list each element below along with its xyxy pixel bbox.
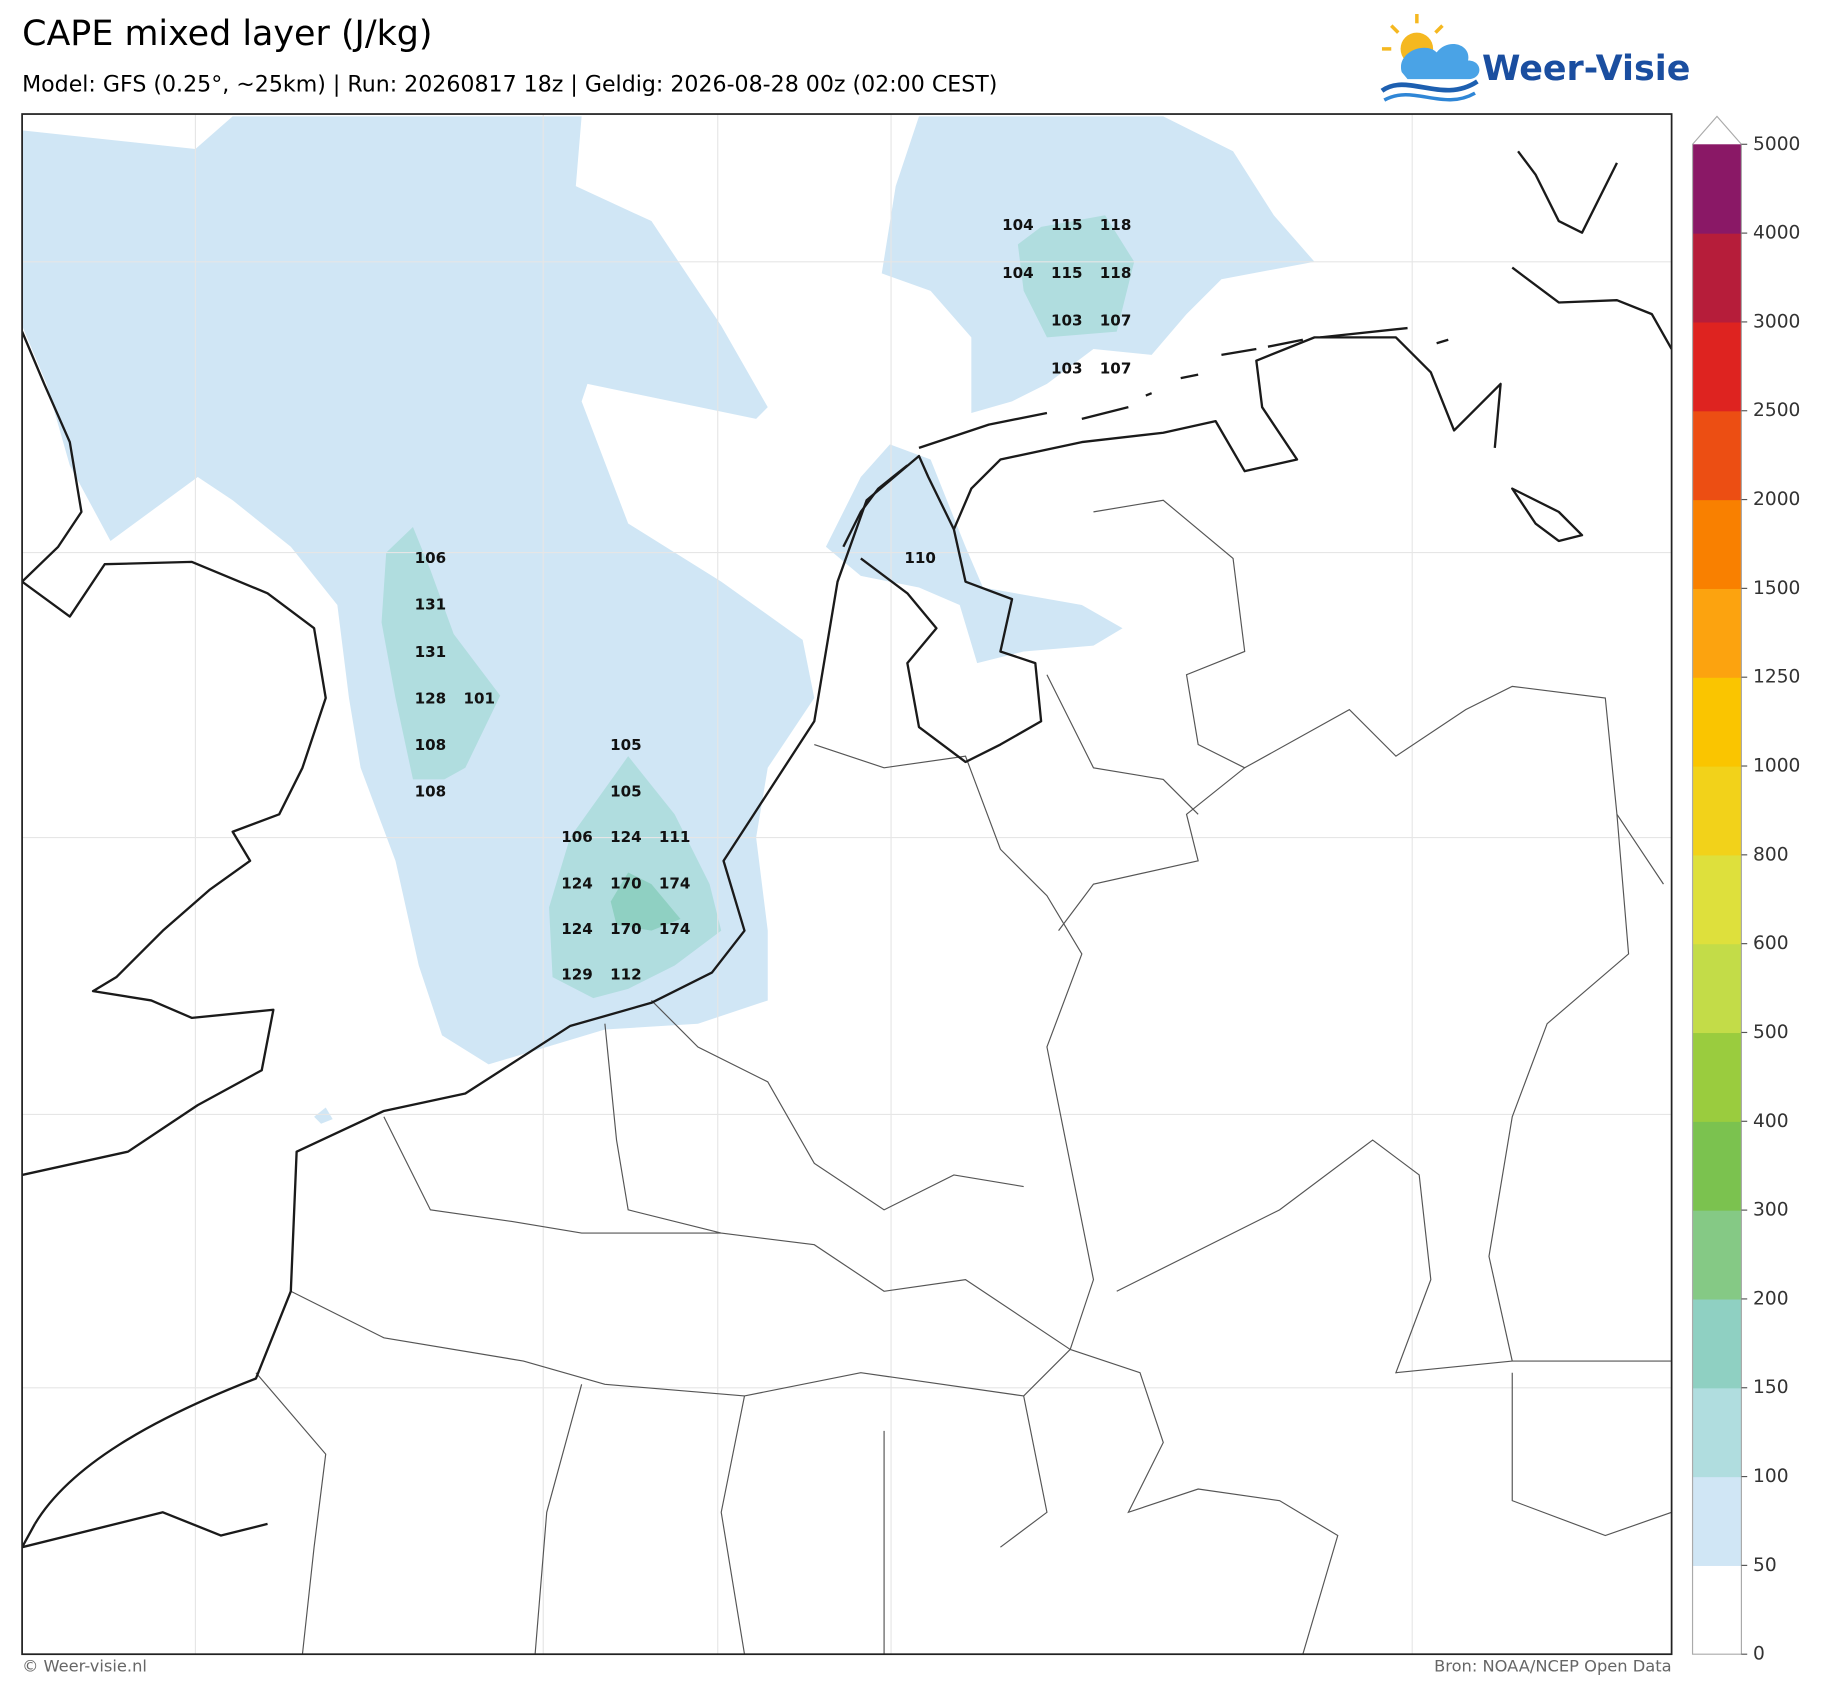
colorbar-label: 200	[1753, 1288, 1789, 1309]
value-label: 105	[610, 783, 642, 801]
colorbar: 0 50 100 150 200 300 400 500 600 800 1000 1250 1500 2…	[1691, 115, 1800, 1665]
colorbar-frame	[1691, 115, 1742, 1655]
value-label: 115	[1051, 216, 1083, 234]
colorbar-label: 600	[1753, 933, 1789, 954]
footer-right: Bron: NOAA/NCEP Open Data	[1434, 1657, 1672, 1676]
value-label: 124	[561, 875, 593, 893]
value-label: 118	[1100, 216, 1132, 234]
value-label: 131	[415, 643, 447, 661]
cape-area	[381, 527, 501, 780]
value-label: 124	[561, 920, 593, 938]
colorbar-label: 2500	[1753, 400, 1800, 421]
colorbar-segment	[1692, 321, 1742, 412]
colorbar-segment	[1692, 1298, 1742, 1389]
value-label: 105	[610, 736, 642, 754]
value-label: 129	[561, 965, 593, 983]
colorbar-label: 100	[1753, 1466, 1789, 1487]
value-label: 104	[1002, 216, 1034, 234]
value-label: 112	[610, 965, 642, 983]
value-label: 107	[1100, 359, 1132, 377]
value-label: 174	[659, 875, 691, 893]
subtitle: Model: GFS (0.25°, ~25km) | Run: 2026081…	[22, 71, 997, 97]
value-label: 128	[415, 690, 447, 708]
value-label: 108	[415, 783, 447, 801]
value-label: 110	[904, 549, 936, 567]
colorbar-segment	[1692, 588, 1742, 678]
grid	[22, 114, 1672, 1655]
colorbar-label: 50	[1753, 1555, 1777, 1576]
colorbar-segment	[1692, 1476, 1742, 1566]
value-label: 131	[415, 595, 447, 613]
logo: Weer-Visie	[1380, 13, 1690, 102]
value-label: 170	[610, 920, 642, 938]
colorbar-label: 400	[1753, 1111, 1789, 1132]
value-label: 103	[1051, 312, 1083, 330]
colorbar-segment	[1692, 410, 1742, 501]
colorbar-label: 2000	[1753, 489, 1800, 510]
value-label: 170	[610, 875, 642, 893]
value-label: 103	[1051, 359, 1083, 377]
value-label: 107	[1100, 312, 1132, 330]
title: CAPE mixed layer (J/kg)	[22, 14, 432, 54]
colorbar-segment	[1692, 1387, 1742, 1478]
footer-left: © Weer-visie.nl	[22, 1657, 147, 1676]
cape-area	[825, 444, 1123, 664]
value-label: 108	[415, 736, 447, 754]
value-label: 111	[659, 828, 691, 846]
cape-area	[314, 1107, 333, 1124]
colorbar-label: 300	[1753, 1200, 1789, 1221]
coastlines	[22, 150, 1672, 1549]
colorbar-segment	[1692, 1121, 1742, 1211]
map: 104 115 118 104 115 118 103 107 103 107 106 131 131 1…	[21, 113, 1673, 1656]
logo-text: Weer-Visie	[1482, 49, 1690, 89]
colorbar-segment	[1692, 943, 1742, 1034]
value-label: 118	[1100, 264, 1132, 282]
cape-area	[1017, 215, 1135, 338]
colorbar-segment	[1692, 233, 1742, 323]
colorbar-segment	[1692, 1032, 1742, 1122]
colorbar-segment	[1692, 499, 1742, 589]
value-label: 106	[561, 828, 593, 846]
colorbar-label: 4000	[1753, 223, 1800, 244]
colorbar-label: 150	[1753, 1377, 1789, 1398]
map-frame	[21, 113, 1673, 1656]
colorbar-segment	[1692, 1565, 1742, 1655]
colorbar-segment	[1692, 144, 1742, 234]
value-label: 124	[610, 828, 642, 846]
value-label: 106	[415, 549, 447, 567]
value-label: 101	[463, 690, 495, 708]
value-label: 104	[1002, 264, 1034, 282]
colorbar-segment	[1692, 1210, 1742, 1300]
value-label: 115	[1051, 264, 1083, 282]
colorbar-label: 500	[1753, 1022, 1789, 1043]
colorbar-label: 5000	[1753, 134, 1800, 155]
borders	[255, 499, 1672, 1655]
colorbar-label: 0	[1753, 1644, 1765, 1665]
colorbar-label: 1000	[1753, 756, 1800, 777]
colorbar-segment	[1692, 854, 1742, 945]
value-label: 174	[659, 920, 691, 938]
colorbar-segment	[1692, 677, 1742, 767]
colorbar-label: 3000	[1753, 311, 1800, 332]
colorbar-segment	[1692, 766, 1742, 856]
colorbar-label: 1500	[1753, 578, 1800, 599]
cape-area	[610, 872, 681, 931]
colorbar-label: 800	[1753, 844, 1789, 865]
colorbar-label: 1250	[1753, 667, 1800, 688]
